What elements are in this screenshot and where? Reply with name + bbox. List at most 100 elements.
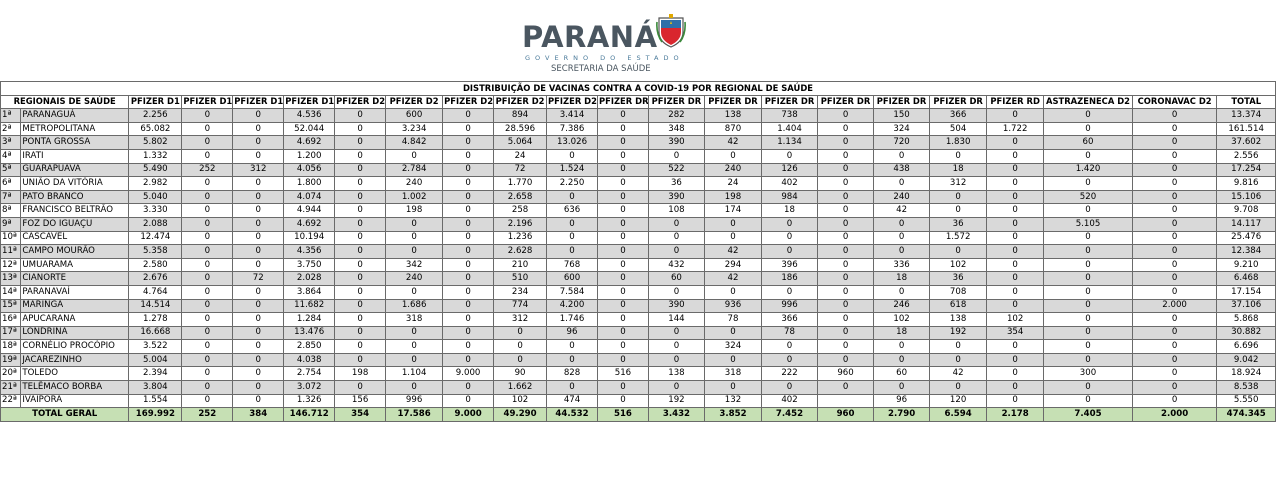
table-cell: 600 [546,271,598,286]
table-row: 3ª PONTA GROSSA 5.802 0 0 4.692 0 4.842 0 5.064 13… [0,135,1276,150]
table-cell: 12.474 [128,230,183,246]
total-cell: 252 [181,407,234,422]
region-name: GUARAPUAVA [20,162,130,178]
table-cell: 234 [493,284,548,300]
table-cell: 18 [929,162,988,178]
table-cell: 0 [546,148,598,164]
region-name: CAMPO MOURÃO [20,244,130,259]
table-cell: 0 [929,148,988,164]
column-header: PFIZER D2 [493,94,548,110]
table-cell: 0 [647,148,705,164]
table-cell: 3.864 [283,284,336,300]
table-cell: 0 [817,325,875,341]
table-cell: 1.722 [986,121,1045,137]
table-cell: 138 [647,366,705,382]
table-cell: 42 [703,244,763,259]
table-cell: 2.028 [283,271,336,286]
table-cell: 5.550 [1216,393,1276,409]
table-cell: 0 [703,284,763,300]
table-cell: 102 [493,393,548,409]
region-ordinal: 10ª [0,230,22,246]
table-cell: 0 [929,189,988,205]
table-cell: 0 [181,257,234,273]
region-ordinal: 21ª [0,380,22,395]
table-cell: 600 [385,108,444,123]
table-cell: 0 [929,380,988,395]
table-cell: 0 [232,244,285,259]
table-row: 16ª APUCARANA 1.278 0 0 1.284 0 318 0 312 1.746 0 14… [0,312,1276,327]
table-cell: 0 [873,230,931,246]
table-cell: 0 [1131,162,1218,178]
table-cell [817,393,875,409]
total-cell: 2.790 [873,407,931,422]
table-cell: 0 [596,352,649,368]
table-cell: 0 [986,339,1045,354]
table-row: 4ª IRATI 1.332 0 0 1.200 0 0 0 24 0 0 0 0 0 0 0 0 0 0 0 2.556 [0,148,1276,164]
table-row: 15ª MARINGÁ 14.514 0 0 11.682 0 1.686 0 774 4.200 0… [0,298,1276,314]
column-header: PFIZER D2 [385,94,444,110]
table-cell: 318 [385,312,444,327]
table-cell: 0 [334,108,387,123]
table-cell: 0 [1043,339,1133,354]
table-cell: 1.332 [128,148,183,164]
table-cell: 4.200 [546,298,598,314]
table-cell: 0 [442,108,495,123]
table-cell: 1.002 [385,189,444,205]
table-cell: 0 [647,352,705,368]
total-cell: 7.452 [760,407,819,422]
table-cell: 30.882 [1216,325,1276,341]
table-cell: 1.134 [760,135,819,150]
table-cell: 0 [1131,393,1218,409]
table-cell: 4.536 [283,108,336,123]
region-ordinal: 9ª [0,216,22,232]
region-ordinal: 2ª [0,121,22,137]
table-cell: 5.105 [1043,216,1133,232]
table-cell: 0 [760,339,819,354]
table-cell: 138 [703,108,763,123]
table-cell: 0 [232,176,285,191]
table-cell: 0 [385,352,444,368]
table-cell: 2.580 [128,257,183,273]
table-row: 14ª PARANAVAÍ 4.764 0 0 3.864 0 0 0 234 7.584 0 0 0 0 0… [0,284,1276,300]
column-header-row: REGIONAIS DE SAÚDE PFIZER D1 PFIZER D1 PFI… [0,94,1276,110]
table-cell: 0 [546,244,598,259]
table-cell: 0 [986,216,1045,232]
table-cell: 2.784 [385,162,444,178]
region-ordinal: 12ª [0,257,22,273]
table-cell: 0 [647,244,705,259]
table-cell: 52.044 [283,121,336,137]
table-cell: 0 [1043,298,1133,314]
table-cell: 0 [442,176,495,191]
table-cell: 0 [334,339,387,354]
table-cell: 1.662 [493,380,548,395]
table-cell: 0 [817,298,875,314]
table-cell: 0 [1043,380,1133,395]
table-cell: 0 [232,366,285,382]
table-cell: 0 [817,108,875,123]
table-cell: 2.088 [128,216,183,232]
table-cell: 0 [1131,230,1218,246]
table-cell: 996 [385,393,444,409]
table-cell: 0 [986,108,1045,123]
table-cell: 0 [1043,393,1133,409]
region-name: PARANAVAÍ [20,284,130,300]
region-name: JACAREZINHO [20,352,130,368]
total-cell: 9.000 [442,407,495,422]
total-cell: 17.586 [385,407,444,422]
table-cell: 0 [181,121,234,137]
table-cell: 240 [703,162,763,178]
table-cell: 0 [596,203,649,218]
table-cell: 240 [873,189,931,205]
table-cell: 60 [1043,135,1133,150]
table-cell: 0 [232,148,285,164]
table-cell: 0 [334,380,387,395]
table-cell: 0 [817,230,875,246]
table-cell: 0 [1043,325,1133,341]
table-cell: 5.802 [128,135,183,150]
total-cell: 960 [817,407,875,422]
table-cell: 1.326 [283,393,336,409]
table-cell: 210 [493,257,548,273]
table-cell: 138 [929,312,988,327]
table-cell: 0 [817,121,875,137]
table-cell: 0 [442,216,495,232]
